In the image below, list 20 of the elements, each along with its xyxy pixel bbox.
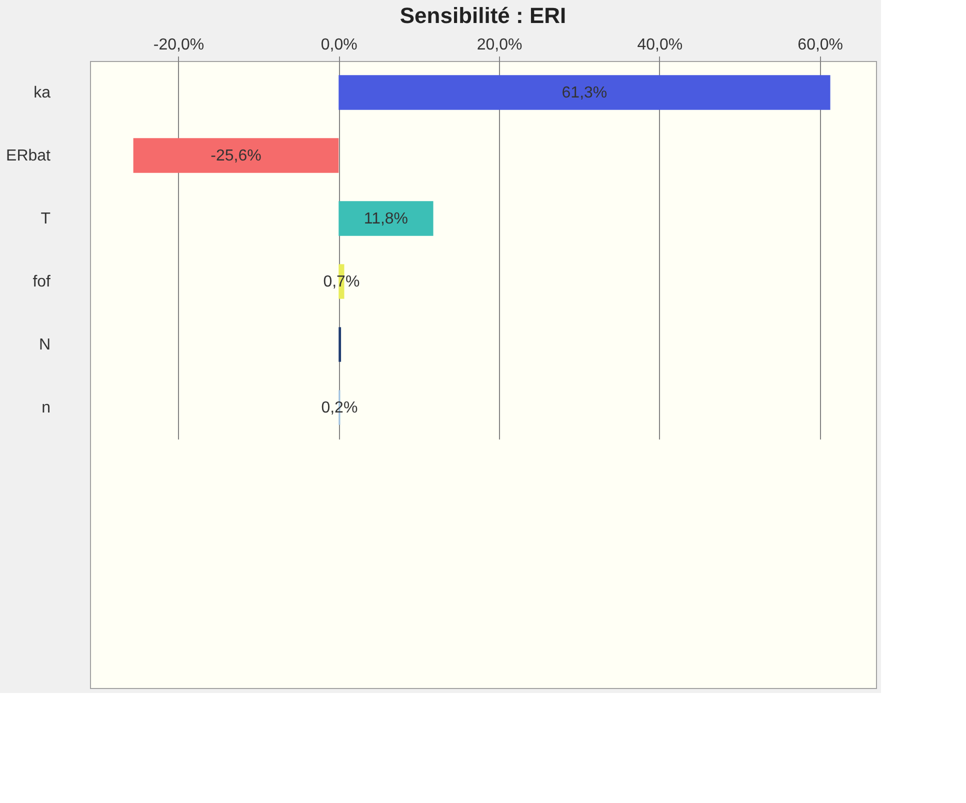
y-tick-label: ka <box>34 84 51 102</box>
x-tick-label: 20,0% <box>476 36 522 54</box>
y-tick-label: ERbat <box>6 148 52 164</box>
bar <box>133 138 339 173</box>
y-tick-label: T <box>40 210 51 228</box>
bar <box>338 75 830 110</box>
y-tick-label: fof <box>32 274 52 290</box>
y-tick-label: n <box>42 400 50 416</box>
data-label: 61,3% <box>562 84 608 102</box>
data-label: 0,2% <box>321 400 358 416</box>
data-label: 11,8% <box>364 210 408 228</box>
data-label: -25,6% <box>210 148 262 164</box>
x-tick-label: 40,0% <box>637 36 683 54</box>
x-tick-label: 0,0% <box>320 36 358 54</box>
bar <box>338 201 434 236</box>
x-tick-label: -20,0% <box>153 36 204 54</box>
x-tick-label: 60,0% <box>798 36 844 54</box>
bar <box>338 327 342 362</box>
y-tick-label: N <box>38 336 50 354</box>
chart-title: Sensibilité : ERI <box>400 3 566 28</box>
